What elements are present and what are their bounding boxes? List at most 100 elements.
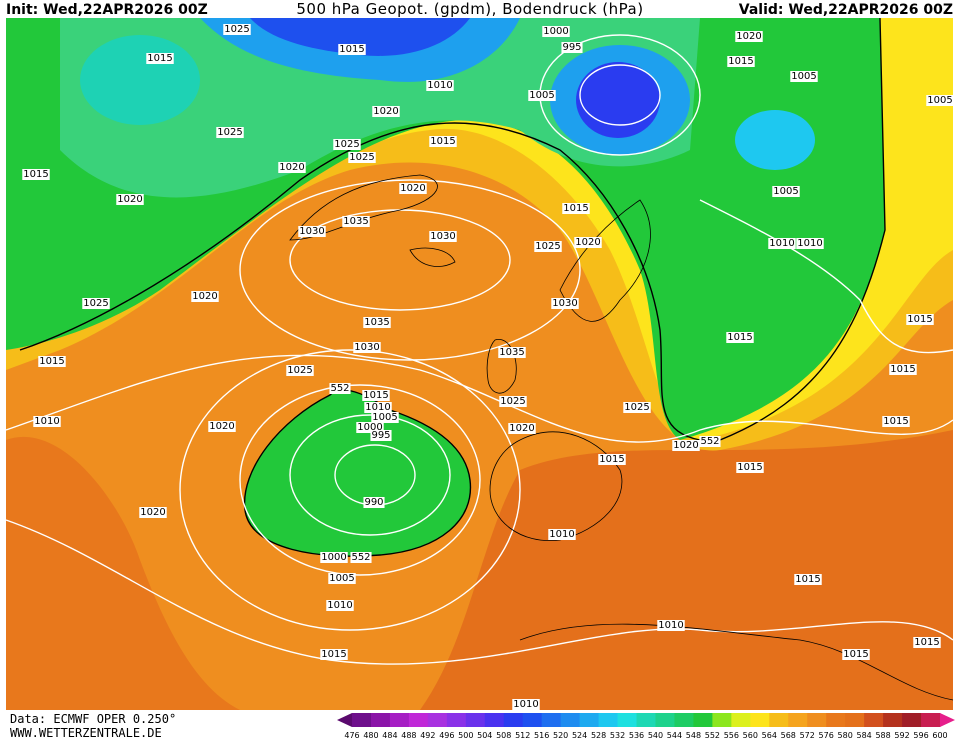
init-time: Init: Wed,22APR2026 00Z — [6, 2, 208, 18]
isobar-label: 552 — [700, 436, 719, 447]
isobar-label-box — [542, 26, 570, 37]
isobar-label: 1025 — [535, 241, 560, 252]
isobar-label: 1015 — [727, 332, 752, 343]
colorbar-swatch — [579, 713, 600, 727]
isobar-label-box — [842, 649, 870, 660]
isobar — [5, 519, 954, 665]
isobar-label-box — [363, 497, 385, 508]
isobar-label-box — [882, 416, 910, 427]
isobar-label-box — [768, 238, 796, 249]
isobar-label: 1010 — [365, 402, 390, 413]
colorbar-swatch — [921, 713, 941, 727]
colorbar-label: 476 — [344, 731, 359, 740]
isobar-label-box — [561, 42, 583, 53]
isobar-label-box — [399, 183, 427, 194]
isobar-label-box — [223, 24, 251, 35]
colorbar-swatch — [465, 713, 486, 727]
isobar-label: 1020 — [673, 440, 698, 451]
colorbar-arrow-left — [337, 713, 352, 727]
colorbar-swatch — [731, 713, 751, 727]
isobar-label-box — [926, 95, 954, 106]
isobar-label: 1005 — [372, 412, 397, 423]
colorbar-label: 584 — [856, 731, 871, 740]
isobar-label: 1005 — [529, 90, 554, 101]
isobar-label: 1020 — [575, 237, 600, 248]
isobar-label: 552 — [351, 552, 370, 563]
field-southwest — [6, 436, 240, 710]
isobar-label-box — [794, 574, 822, 585]
isobar-label-box — [372, 106, 400, 117]
colorbar-swatch — [598, 713, 619, 727]
isobar-label-box — [562, 203, 590, 214]
colorbar-swatch — [541, 713, 562, 727]
isobar-label: 1010 — [34, 416, 59, 427]
colorbar-swatch — [693, 713, 713, 727]
colorbar-swatch — [370, 713, 391, 727]
colorbar-label: 504 — [477, 731, 492, 740]
isobar-label-box — [326, 600, 354, 611]
colorbar-arrow-right — [940, 713, 955, 727]
isobar-label-box — [726, 332, 754, 343]
isobar-label-box — [906, 314, 934, 325]
colorbar-swatch — [864, 713, 884, 727]
isobar-label-box — [699, 436, 721, 447]
isobar-label: 1015 — [890, 364, 915, 375]
isobar-label: 1015 — [599, 454, 624, 465]
isobar-labels: 1025 1015 1010 1000 995 1020 1015 1005 1005 1015 1… — [22, 24, 954, 710]
isobar-label-box — [329, 383, 351, 394]
isobar-label-box — [298, 226, 326, 237]
isobar-label-box — [353, 342, 381, 353]
isobar-label-box — [426, 80, 454, 91]
isobar-label-box — [320, 552, 348, 563]
isobar-label: 1030 — [430, 231, 455, 242]
isobar-label-box — [139, 507, 167, 518]
isobar-label: 1005 — [791, 71, 816, 82]
colorbar-label: 524 — [572, 731, 587, 740]
isobar-label: 1020 — [400, 183, 425, 194]
isobar-label: 1000 — [321, 552, 346, 563]
isobar-label-box — [363, 317, 391, 328]
colorbar-label: 556 — [724, 731, 739, 740]
isobar — [5, 354, 954, 443]
colorbar-label: 540 — [648, 731, 663, 740]
colorbar-label: 532 — [610, 731, 625, 740]
isobar-label-box — [22, 169, 50, 180]
isobar-label: 1025 — [500, 396, 525, 407]
isobar-label-box — [208, 421, 236, 432]
isobar-label: 1035 — [364, 317, 389, 328]
colorbar-label: 520 — [553, 731, 568, 740]
colorbar-label: 572 — [800, 731, 815, 740]
isobar-label-box — [328, 573, 356, 584]
isobar-label: 1030 — [552, 298, 577, 309]
isobar-label: 1015 — [795, 574, 820, 585]
colorbar-label: 496 — [439, 731, 454, 740]
isobar — [239, 179, 581, 361]
isobar-label: 1035 — [343, 216, 368, 227]
isobar-label: 995 — [562, 42, 581, 53]
isobar-label-box — [772, 186, 800, 197]
isobar-label-box — [598, 454, 626, 465]
colorbar-swatch — [807, 713, 827, 727]
isobar-label: 1000 — [357, 422, 382, 433]
isobar-label: 1015 — [563, 203, 588, 214]
isobar-label: 1020 — [373, 106, 398, 117]
colorbar: 476 480 484 488 492 496 500 504 508 512 516 520 524 5… — [337, 713, 955, 740]
isobar-label-box — [370, 430, 392, 441]
isobar-label: 1015 — [430, 136, 455, 147]
colorbar-label: 560 — [743, 731, 758, 740]
isobar-label-box — [38, 356, 66, 367]
isobar-label: 1020 — [509, 423, 534, 434]
isobar-label-box — [499, 396, 527, 407]
isobar-label: 1025 — [224, 24, 249, 35]
colorbar-label: 512 — [515, 731, 530, 740]
colorbar-label: 516 — [534, 731, 549, 740]
colorbar-label: 528 — [591, 731, 606, 740]
isobar-label: 1020 — [117, 194, 142, 205]
isobar-label: 1020 — [192, 291, 217, 302]
isobar-label: 1020 — [209, 421, 234, 432]
isobar-label: 1010 — [658, 620, 683, 631]
isobar-label-box — [727, 56, 755, 67]
colorbar-swatch — [769, 713, 789, 727]
isobar-label: 1025 — [334, 139, 359, 150]
